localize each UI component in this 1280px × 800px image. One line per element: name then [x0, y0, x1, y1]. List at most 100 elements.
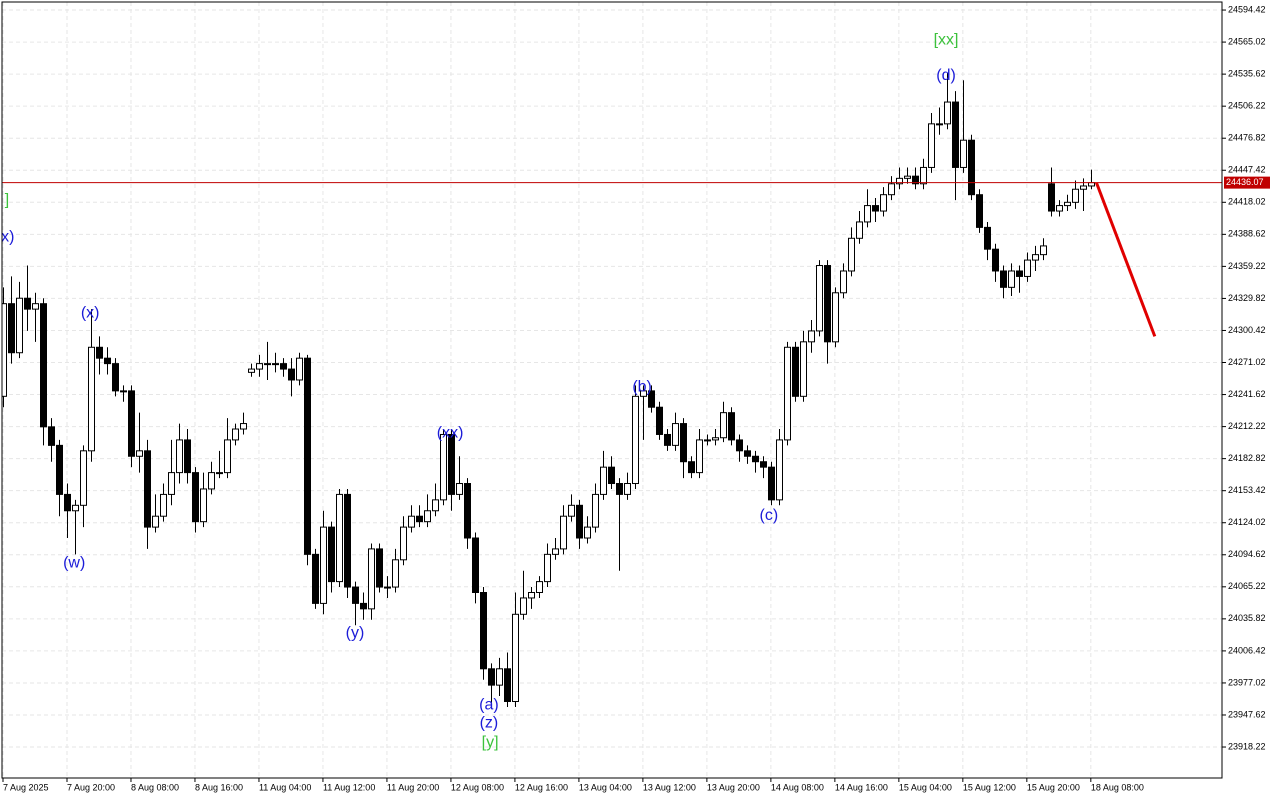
candle-body: [848, 237, 855, 272]
candle-body: [808, 330, 815, 343]
candle-body: [632, 395, 639, 485]
x-tick-label: 12 Aug 08:00: [451, 782, 504, 792]
y-tick-label: 24212.22: [1228, 421, 1266, 431]
candle-body: [952, 101, 959, 168]
y-tick-label: 23947.62: [1228, 709, 1266, 719]
candle-body: [664, 433, 671, 446]
x-tick-label: 11 Aug 12:00: [323, 782, 375, 792]
x-tick-label: 11 Aug 04:00: [259, 782, 311, 792]
candle-body: [1048, 183, 1055, 212]
y-tick-label: 24124.02: [1228, 517, 1266, 527]
candle-body: [480, 592, 487, 670]
wave-label: (b): [632, 378, 652, 395]
candle-body: [216, 472, 223, 475]
y-tick-label: 23977.02: [1228, 677, 1266, 687]
candle-body: [304, 357, 311, 555]
wave-label: (y): [346, 624, 365, 641]
x-tick-label: 15 Aug 12:00: [963, 782, 1016, 792]
y-tick-label: 24065.22: [1228, 581, 1266, 591]
candle-body: [104, 357, 111, 365]
candle-body: [968, 139, 975, 196]
candle-body: [600, 466, 607, 495]
wave-label: [y]: [482, 734, 499, 751]
candle-body: [520, 597, 527, 615]
y-tick-label: 24241.62: [1228, 389, 1266, 399]
candle-body: [504, 668, 511, 702]
y-tick-label: 24153.42: [1228, 485, 1266, 495]
candle-body: [832, 292, 839, 343]
candle-body: [568, 504, 575, 517]
candle-body: [24, 297, 31, 310]
candle-body: [96, 346, 103, 359]
x-tick-label: 8 Aug 16:00: [195, 782, 243, 792]
x-tick-label: 15 Aug 20:00: [1027, 782, 1080, 792]
candle-body: [128, 390, 135, 457]
candle-body: [2, 303, 7, 397]
candle-body: [816, 265, 823, 332]
candle-body: [8, 303, 15, 354]
candle-body: [280, 363, 287, 370]
candle-body: [896, 177, 903, 185]
candle-body: [584, 526, 591, 539]
candle-body: [840, 270, 847, 294]
candle-body: [80, 450, 87, 506]
candle-body: [88, 346, 95, 452]
candle-body: [400, 526, 407, 561]
candle-body: [368, 548, 375, 610]
y-tick-label: 24565.02: [1228, 36, 1266, 46]
candle-body: [336, 493, 343, 583]
candle-body: [936, 123, 943, 126]
candle-body: [800, 341, 807, 397]
candle-body: [864, 205, 871, 223]
current-price-label: 24436.07: [1226, 177, 1264, 187]
candle-body: [728, 412, 735, 441]
x-tick-label: 14 Aug 08:00: [771, 782, 824, 792]
candle-body: [1088, 182, 1095, 187]
candle-body: [32, 303, 39, 310]
candle-body: [184, 439, 191, 474]
y-tick-label: 24006.42: [1228, 645, 1266, 655]
candle-body: [1080, 185, 1087, 190]
candle-body: [392, 559, 399, 588]
y-tick-label: 24094.62: [1228, 549, 1266, 559]
wave-label: (c): [760, 507, 779, 524]
candle-body: [376, 548, 383, 588]
candle-body: [824, 265, 831, 343]
candle-body: [688, 461, 695, 474]
candle-body: [112, 363, 119, 392]
candle-body: [48, 426, 55, 446]
wave-label: x): [1, 228, 14, 245]
x-tick-label: 13 Aug 20:00: [707, 782, 760, 792]
y-tick-label: 24359.22: [1228, 261, 1266, 271]
candle-body: [1072, 188, 1079, 203]
candle-body: [944, 101, 951, 125]
candle-body: [224, 439, 231, 474]
candle-body: [296, 357, 303, 381]
candle-body: [528, 592, 535, 599]
candle-body: [136, 450, 143, 457]
candle-body: [200, 488, 207, 523]
x-tick-label: 8 Aug 08:00: [131, 782, 179, 792]
y-tick-label: 24476.82: [1228, 133, 1266, 143]
candle-body: [928, 123, 935, 168]
wave-label: (a): [479, 696, 499, 713]
candle-body: [328, 526, 335, 583]
candle-body: [416, 515, 423, 523]
axes: 24594.42 24565.02 24535.62 24506.22 24476.82…: [2, 4, 1270, 792]
y-tick-label: 23918.22: [1228, 741, 1266, 751]
x-tick-label: 7 Aug 2025: [3, 782, 49, 792]
candle-body: [1024, 259, 1031, 277]
candle-body: [872, 205, 879, 212]
candle-body: [168, 472, 175, 495]
candle-body: [656, 406, 663, 435]
candle-body: [576, 504, 583, 539]
wave-label: (xx): [437, 424, 464, 441]
candle-body: [792, 346, 799, 397]
candle-body: [40, 303, 47, 428]
wave-label: (w): [63, 554, 85, 571]
candle-body: [472, 537, 479, 594]
candle-body: [288, 368, 295, 381]
candle-body: [1056, 205, 1063, 212]
